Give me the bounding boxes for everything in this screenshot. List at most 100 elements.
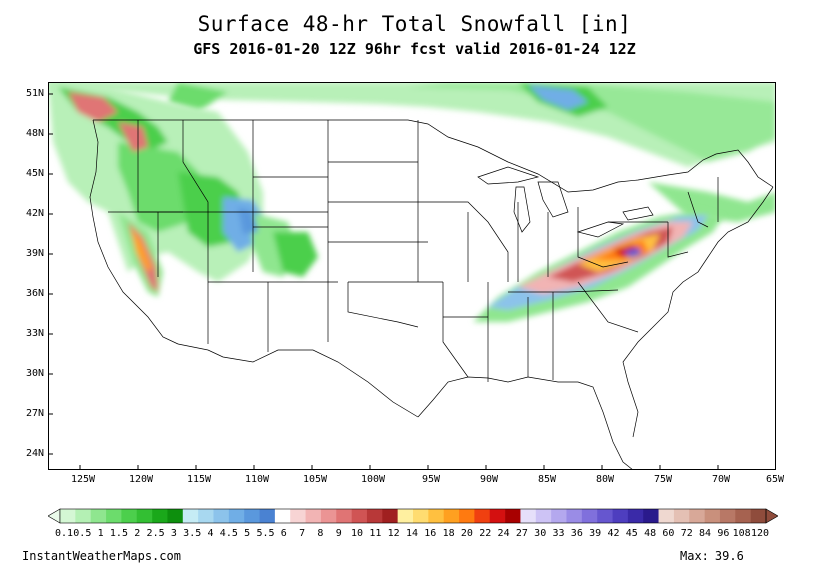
colorbar-swatch bbox=[167, 509, 184, 523]
colorbar-swatch bbox=[719, 509, 736, 523]
colorbar-tick-label: 60 bbox=[662, 528, 675, 539]
colorbar-tick-label: 11 bbox=[369, 528, 382, 539]
colorbar-tick-label: 39 bbox=[589, 528, 602, 539]
colorbar-swatch bbox=[305, 509, 322, 523]
colorbar-swatch bbox=[213, 509, 230, 523]
colorbar-tick-label: 27 bbox=[515, 528, 528, 539]
colorbar-swatch bbox=[750, 509, 767, 523]
colorbar-tick-label: 16 bbox=[424, 528, 437, 539]
colorbar-swatch bbox=[735, 509, 751, 523]
colorbar-swatch bbox=[658, 509, 675, 523]
great-lakes bbox=[477, 166, 654, 238]
state-boundaries bbox=[89, 119, 774, 470]
colorbar-swatch bbox=[535, 509, 552, 523]
colorbar-swatch bbox=[612, 509, 629, 523]
colorbar-swatch bbox=[351, 509, 368, 523]
colorbar-swatch bbox=[443, 509, 460, 523]
latitude-label: 51N bbox=[25, 88, 44, 99]
longitude-label: 125W bbox=[70, 474, 96, 485]
colorbar-swatch bbox=[244, 509, 260, 523]
colorbar-tick-label: 72 bbox=[680, 528, 693, 539]
colorbar-tick-label: 1 bbox=[97, 528, 104, 539]
colorbar-tick-label: 3.5 bbox=[183, 528, 202, 539]
colorbar-swatch bbox=[382, 509, 398, 523]
colorbar-swatch bbox=[228, 509, 245, 523]
colorbar-tick-label: 8 bbox=[317, 528, 324, 539]
latitude-label: 33N bbox=[25, 328, 44, 339]
colorbar-tick-label: 18 bbox=[442, 528, 455, 539]
snowfall-colorbar bbox=[48, 508, 778, 524]
map-subtitle: GFS 2016-01-20 12Z 96hr fcst valid 2016-… bbox=[193, 40, 636, 58]
longitude-label: 75W bbox=[653, 474, 673, 485]
colorbar-swatch bbox=[121, 509, 138, 523]
snow-shading-west bbox=[48, 82, 318, 297]
colorbar-tick-label: 3 bbox=[170, 528, 177, 539]
longitude-label: 85W bbox=[537, 474, 557, 485]
latitude-label: 24N bbox=[25, 448, 44, 459]
latitude-label: 45N bbox=[25, 168, 44, 179]
colorbar-swatch bbox=[489, 509, 506, 523]
colorbar-swatch bbox=[336, 509, 352, 523]
colorbar-right-arrow bbox=[765, 508, 778, 524]
snow-shading-north bbox=[48, 82, 776, 222]
colorbar-tick-label: 9 bbox=[335, 528, 342, 539]
colorbar-tick-label: 48 bbox=[644, 528, 657, 539]
longitude-label: 100W bbox=[360, 474, 386, 485]
colorbar-swatch bbox=[90, 509, 107, 523]
colorbar-swatch bbox=[627, 509, 644, 523]
colorbar-tick-label: 2.5 bbox=[146, 528, 165, 539]
colorbar-swatch bbox=[643, 509, 659, 523]
colorbar-swatch bbox=[551, 509, 567, 523]
colorbar-swatch bbox=[459, 509, 475, 523]
colorbar-tick-label: 7 bbox=[299, 528, 306, 539]
latitude-label: 30N bbox=[25, 368, 44, 379]
colorbar-swatch bbox=[320, 509, 337, 523]
colorbar-swatch bbox=[198, 509, 214, 523]
colorbar-tick-label: 45 bbox=[625, 528, 638, 539]
colorbar-tick-label: 0.1 bbox=[54, 528, 74, 539]
longitude-label: 90W bbox=[479, 474, 499, 485]
colorbar-tick-label: 5.5 bbox=[256, 528, 275, 539]
longitude-label: 120W bbox=[128, 474, 154, 485]
colorbar-swatch bbox=[152, 509, 168, 523]
colorbar-swatch bbox=[75, 509, 91, 523]
colorbar-swatch bbox=[566, 509, 583, 523]
colorbar-tick-label: 4 bbox=[207, 528, 214, 539]
colorbar-swatch bbox=[474, 509, 491, 523]
colorbar-swatch bbox=[366, 509, 383, 523]
colorbar-tick-label: 22 bbox=[479, 528, 492, 539]
colorbar-tick-label: 36 bbox=[570, 528, 583, 539]
colorbar-swatch bbox=[274, 509, 291, 523]
colorbar-swatch bbox=[182, 509, 199, 523]
latitude-label: 39N bbox=[25, 248, 44, 259]
colorbar-swatch bbox=[689, 509, 705, 523]
colorbar-swatch bbox=[581, 509, 598, 523]
colorbar-tick-label: 0.5 bbox=[73, 528, 92, 539]
colorbar-tick-label: 2 bbox=[134, 528, 141, 539]
map-title: Surface 48-hr Total Snowfall [in] bbox=[197, 12, 632, 36]
max-value-readout: Max: 39.6 bbox=[680, 549, 744, 563]
colorbar-tick-label: 14 bbox=[405, 528, 419, 539]
snowfall-map bbox=[48, 82, 776, 470]
longitude-label: 115W bbox=[186, 474, 212, 485]
colorbar-tick-label: 20 bbox=[460, 528, 473, 539]
colorbar-swatch bbox=[259, 509, 276, 523]
colorbar-tick-label: 1.5 bbox=[109, 528, 128, 539]
colorbar-tick-label: 10 bbox=[351, 528, 364, 539]
site-credit: InstantWeatherMaps.com bbox=[22, 549, 181, 563]
snow-shading-east-storm bbox=[473, 210, 723, 322]
max-value: 39.6 bbox=[714, 549, 744, 563]
colorbar-tick-label: 30 bbox=[534, 528, 547, 539]
longitude-label: 110W bbox=[244, 474, 270, 485]
colorbar-tick-label: 6 bbox=[280, 528, 287, 539]
colorbar-swatch bbox=[428, 509, 444, 523]
longitude-label: 80W bbox=[595, 474, 615, 485]
colorbar-tick-label: 24 bbox=[497, 528, 510, 539]
colorbar-swatch bbox=[520, 509, 537, 523]
latitude-label: 48N bbox=[25, 128, 44, 139]
colorbar-tick-label: 4.5 bbox=[219, 528, 238, 539]
colorbar-tick-label: 42 bbox=[607, 528, 620, 539]
colorbar-swatch bbox=[505, 509, 521, 523]
colorbar-left-arrow bbox=[48, 508, 61, 524]
longitude-label: 95W bbox=[421, 474, 441, 485]
